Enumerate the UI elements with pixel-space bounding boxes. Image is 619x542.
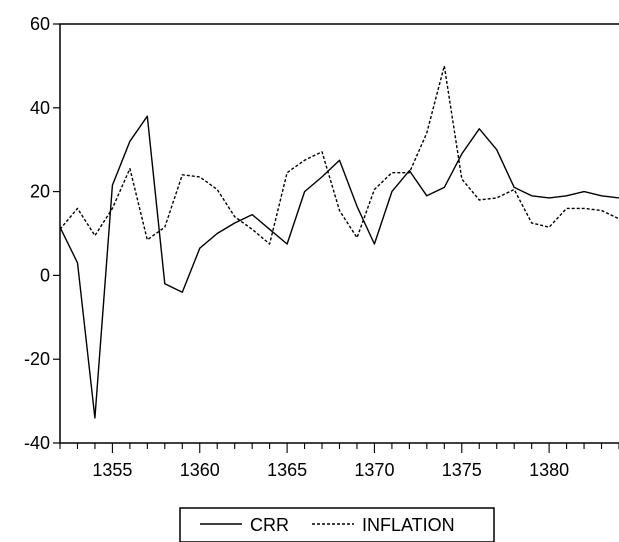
x-tick-label: 1360 bbox=[180, 460, 220, 480]
legend-label-crr: CRR bbox=[250, 515, 289, 535]
series-line-inflation bbox=[59, 65, 619, 245]
y-axis: -40 -20 0 20 40 60 bbox=[24, 14, 60, 453]
plot-frame bbox=[59, 23, 619, 444]
x-tick-label: 1365 bbox=[267, 460, 307, 480]
y-tick-label: -20 bbox=[24, 349, 50, 369]
y-tick-label: -40 bbox=[24, 433, 50, 453]
x-axis: 1355 1360 1365 1370 1375 1380 bbox=[59, 443, 619, 480]
y-tick-label: 40 bbox=[30, 98, 50, 118]
y-tick-label: 20 bbox=[30, 182, 50, 202]
y-tick-label: 0 bbox=[40, 265, 50, 285]
series-lines bbox=[59, 65, 619, 419]
legend-box bbox=[179, 507, 495, 542]
plot-area bbox=[59, 23, 619, 444]
x-tick-label: 1370 bbox=[354, 460, 394, 480]
y-tick-label: 60 bbox=[30, 14, 50, 34]
legend-label-inflation: INFLATION bbox=[362, 515, 455, 535]
series-line-crr bbox=[59, 115, 619, 419]
x-tick-label: 1380 bbox=[529, 460, 569, 480]
x-tick-label: 1355 bbox=[92, 460, 132, 480]
legend: CRR INFLATION bbox=[179, 507, 495, 542]
x-tick-label: 1375 bbox=[442, 460, 482, 480]
